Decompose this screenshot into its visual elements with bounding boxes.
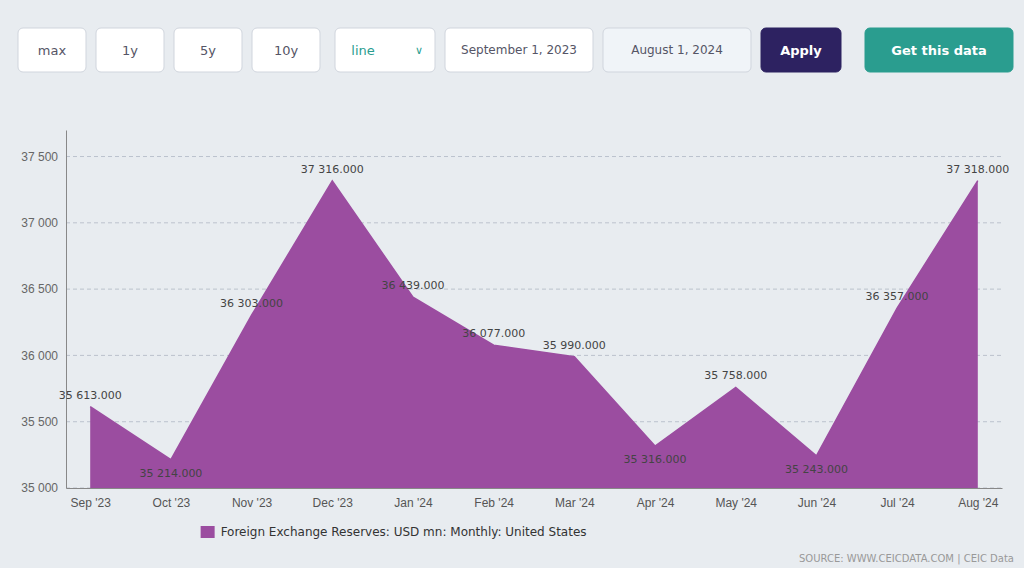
y-tick: 37 000: [21, 216, 66, 230]
date-picker-label[interactable]: September 1, 2023: [461, 43, 577, 57]
nav-button[interactable]: 5y: [174, 28, 242, 72]
apply-button-label[interactable]: Apply: [780, 43, 822, 58]
y-axis: 35 000 35 500 36 000 36 500 37 000 37 500: [21, 131, 66, 496]
y-tick-label: 35 500: [21, 415, 58, 429]
nav-button-box[interactable]: [18, 28, 86, 72]
y-tick-label: 36 000: [21, 349, 58, 363]
x-tick: Jan '24: [394, 488, 433, 510]
nav-button-box[interactable]: [96, 28, 164, 72]
data-label: 36 077.000: [462, 327, 525, 340]
nav-button-label[interactable]: max: [38, 43, 67, 58]
x-tick: Oct '23: [153, 488, 191, 510]
data-label: 35 758.000: [704, 369, 767, 382]
x-tick: Nov '23: [232, 488, 273, 510]
apply-button-box[interactable]: [761, 28, 841, 72]
y-tick: 35 000: [21, 481, 66, 495]
grid-line: [66, 289, 1002, 290]
data-label: 35 613.000: [59, 389, 122, 402]
line-dropdown[interactable]: line ∨: [335, 28, 435, 72]
line-dropdown-box[interactable]: [335, 28, 435, 72]
ui-bar: max 1y 5y 10y line ∨ September 1, 2023 August 1…: [18, 28, 1013, 72]
x-tick-label: Aug '24: [958, 496, 999, 510]
x-tick-label: Sep '23: [71, 496, 112, 510]
data-label: 36 439.000: [381, 279, 444, 292]
date-picker-box[interactable]: [445, 28, 593, 72]
grid: [66, 157, 1002, 488]
data-label: 37 318.000: [946, 163, 1009, 176]
data-label: 36 357.000: [866, 290, 929, 303]
background: [0, 0, 1024, 568]
x-tick: Mar '24: [555, 488, 595, 510]
x-tick: Jun '24: [798, 488, 837, 510]
nav-button[interactable]: max: [18, 28, 86, 72]
x-tick-label: Apr '24: [637, 496, 675, 510]
source-text: SOURCE: WWW.CEICDATA.COM | CEIC Data: [799, 553, 1014, 565]
area: [90, 181, 978, 488]
x-tick-label: Oct '23: [153, 496, 191, 510]
data-label: 36 303.000: [220, 297, 283, 310]
line: [90, 181, 978, 460]
line-dropdown-label[interactable]: line: [351, 43, 374, 58]
x-tick: Sep '23: [71, 488, 112, 510]
data-label: 35 214.000: [139, 467, 202, 480]
x-tick-label: Jan '24: [394, 496, 433, 510]
y-tick-label: 37 500: [21, 150, 58, 164]
x-tick-label: Nov '23: [232, 496, 273, 510]
legend-label: Foreign Exchange Reserves: USD mn: Month…: [221, 525, 587, 539]
y-tick: 35 500: [21, 415, 66, 429]
nav-button-label[interactable]: 1y: [122, 43, 138, 58]
x-tick-label: Dec '23: [313, 496, 354, 510]
date-picker-label[interactable]: August 1, 2024: [631, 43, 723, 57]
y-tick: 36 500: [21, 282, 66, 296]
date-picker-box[interactable]: [603, 28, 751, 72]
plot: 35 000 35 500 36 000 36 500 37 000 37 500 Sep …: [21, 131, 1009, 510]
data-label: 37 316.000: [301, 163, 364, 176]
nav-button-box[interactable]: [252, 28, 320, 72]
marks: [90, 181, 978, 488]
date-picker[interactable]: September 1, 2023: [445, 28, 593, 72]
grid-line: [66, 222, 1002, 223]
nav-button[interactable]: 1y: [96, 28, 164, 72]
x-tick: Dec '23: [313, 488, 354, 510]
data-label: 35 316.000: [624, 453, 687, 466]
data-label: 35 990.000: [543, 339, 606, 352]
x-axis: Sep '23 Oct '23 Nov '23 Dec '23 Jan '24 Feb '…: [67, 488, 1003, 510]
data-labels: 35 613.000 35 214.000 36 303.000 37 316.000…: [59, 163, 1010, 480]
date-picker[interactable]: August 1, 2024: [603, 28, 751, 72]
get-data-button-label[interactable]: Get this data: [891, 43, 986, 58]
y-tick-label: 35 000: [21, 481, 58, 495]
x-tick-label: Jul '24: [880, 496, 915, 510]
x-tick: Feb '24: [474, 488, 514, 510]
x-tick: Jul '24: [880, 488, 915, 510]
apply-button[interactable]: Apply: [761, 28, 841, 72]
get-data-button[interactable]: Get this data: [865, 28, 1013, 72]
nav-button-label[interactable]: 10y: [274, 43, 299, 58]
x-tick-label: Feb '24: [474, 496, 514, 510]
axis-line: [66, 131, 67, 489]
nav-button-box[interactable]: [174, 28, 242, 72]
grid-line: [66, 156, 1002, 157]
y-tick: 36 000: [21, 349, 66, 363]
x-tick: Apr '24: [637, 488, 675, 510]
x-tick-label: May '24: [715, 496, 757, 510]
nav-button-label[interactable]: 5y: [200, 43, 216, 58]
axis-line: [67, 488, 1003, 489]
x-tick: Aug '24: [958, 488, 999, 510]
line-dropdown-chevron[interactable]: ∨: [415, 44, 423, 57]
x-tick: May '24: [715, 488, 757, 510]
legend-swatch: [201, 526, 215, 538]
y-tick: 37 500: [21, 150, 66, 164]
y-tick-label: 36 500: [21, 282, 58, 296]
chart-page: max 1y 5y 10y line ∨ September 1, 2023 August 1…: [0, 0, 1024, 568]
data-label: 35 243.000: [785, 463, 848, 476]
legend-item: Foreign Exchange Reserves: USD mn: Month…: [201, 525, 587, 539]
get-data-button-box[interactable]: [865, 28, 1013, 72]
legend: Foreign Exchange Reserves: USD mn: Month…: [201, 525, 587, 539]
nav-button[interactable]: 10y: [252, 28, 320, 72]
x-tick-label: Mar '24: [555, 496, 595, 510]
x-tick-label: Jun '24: [798, 496, 837, 510]
y-tick-label: 37 000: [21, 216, 58, 230]
